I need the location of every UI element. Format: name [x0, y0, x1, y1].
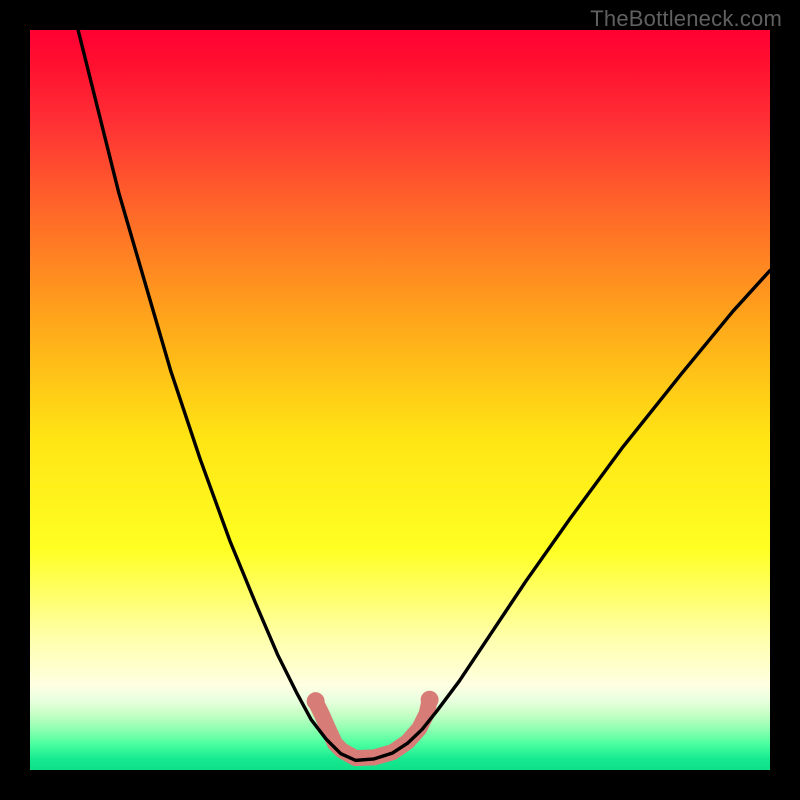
chart-frame: TheBottleneck.com [0, 0, 800, 800]
highlight-endpoint-right [421, 691, 439, 709]
highlight-segment [316, 700, 430, 758]
plot-area [30, 30, 770, 770]
watermark-text: TheBottleneck.com [590, 6, 782, 32]
curve-overlay [30, 30, 770, 770]
bottleneck-curve [78, 30, 770, 760]
highlight-endpoint-left [307, 692, 325, 710]
